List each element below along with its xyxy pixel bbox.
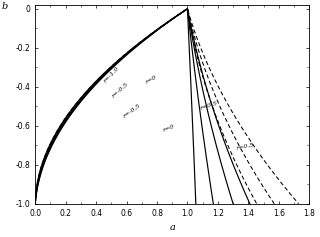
Text: r=-0.5: r=-0.5: [111, 81, 130, 98]
Text: r=0.5: r=0.5: [236, 142, 255, 150]
X-axis label: a: a: [169, 223, 175, 232]
Text: r=-0.5: r=-0.5: [122, 103, 141, 119]
Text: r=0: r=0: [162, 124, 175, 133]
Text: r=0.5: r=0.5: [200, 100, 219, 110]
Y-axis label: b: b: [2, 2, 8, 11]
Text: r=0: r=0: [145, 75, 158, 85]
Text: r=-1.0: r=-1.0: [102, 65, 120, 83]
